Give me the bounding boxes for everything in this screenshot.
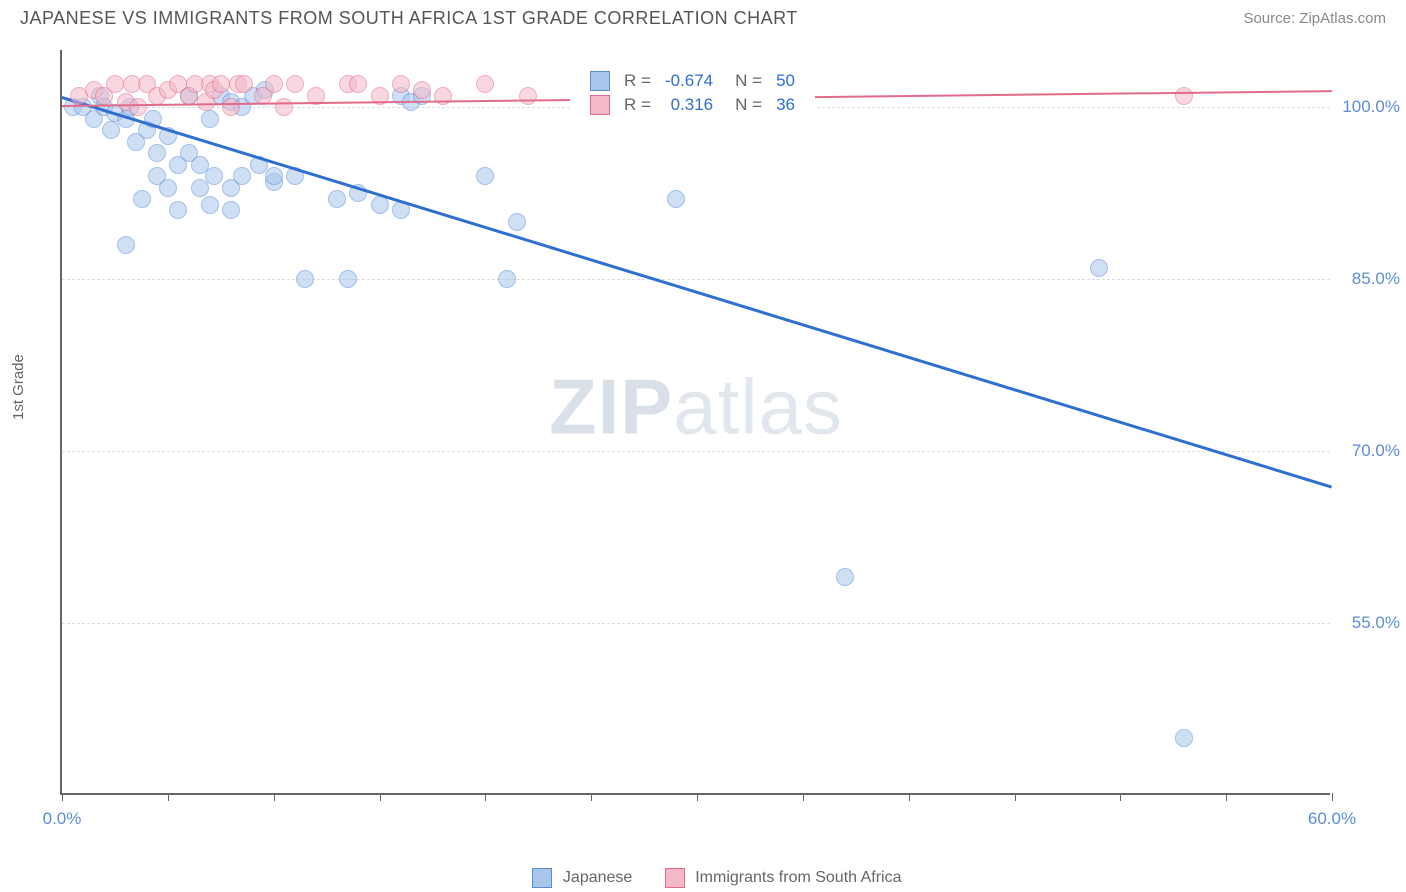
x-tick — [1226, 793, 1227, 801]
data-point — [476, 75, 494, 93]
data-point — [148, 144, 166, 162]
data-point — [133, 190, 151, 208]
x-tick — [485, 793, 486, 801]
data-point — [836, 568, 854, 586]
data-point — [1090, 259, 1108, 277]
source-label: Source: ZipAtlas.com — [1243, 10, 1386, 27]
data-point — [296, 270, 314, 288]
x-tick — [1332, 793, 1333, 801]
data-point — [275, 98, 293, 116]
y-tick-label: 85.0% — [1352, 269, 1400, 289]
data-point — [169, 201, 187, 219]
data-point — [328, 190, 346, 208]
data-point — [212, 75, 230, 93]
chart-title: JAPANESE VS IMMIGRANTS FROM SOUTH AFRICA… — [20, 8, 798, 29]
data-point — [201, 196, 219, 214]
data-point — [102, 121, 120, 139]
data-point — [265, 75, 283, 93]
x-tick — [803, 793, 804, 801]
data-point — [371, 196, 389, 214]
y-tick-label: 100.0% — [1342, 97, 1400, 117]
x-tick — [168, 793, 169, 801]
y-tick-label: 70.0% — [1352, 441, 1400, 461]
legend-label-immigrants: Immigrants from South Africa — [695, 869, 901, 886]
x-tick — [380, 793, 381, 801]
data-point — [339, 270, 357, 288]
data-point — [476, 167, 494, 185]
x-tick-label: 60.0% — [1308, 809, 1356, 829]
data-point — [205, 167, 223, 185]
data-point — [222, 98, 240, 116]
x-tick — [1120, 793, 1121, 801]
data-point — [508, 213, 526, 231]
data-point — [222, 201, 240, 219]
watermark: ZIPatlas — [549, 361, 843, 452]
data-point — [191, 179, 209, 197]
gridline — [62, 279, 1330, 280]
legend-label-japanese: Japanese — [563, 869, 632, 886]
legend-swatch-immigrants — [665, 868, 685, 888]
data-point — [106, 75, 124, 93]
data-point — [1175, 729, 1193, 747]
x-tick-label: 0.0% — [43, 809, 82, 829]
trend-line — [62, 96, 1333, 488]
data-point — [667, 190, 685, 208]
data-point — [392, 75, 410, 93]
plot-area: ZIPatlas 55.0%70.0%85.0%100.0%0.0%60.0%R… — [60, 50, 1330, 795]
data-point — [235, 75, 253, 93]
data-point — [129, 98, 147, 116]
y-tick-label: 55.0% — [1352, 613, 1400, 633]
x-tick — [274, 793, 275, 801]
data-point — [201, 110, 219, 128]
x-tick — [1015, 793, 1016, 801]
gridline — [62, 451, 1330, 452]
data-point — [233, 167, 251, 185]
data-point — [159, 179, 177, 197]
data-point — [413, 81, 431, 99]
x-tick — [909, 793, 910, 801]
y-axis-label: 1st Grade — [10, 354, 27, 420]
correlation-legend: R =-0.674N =50R =0.316N =36 — [570, 61, 815, 124]
data-point — [349, 75, 367, 93]
data-point — [1175, 87, 1193, 105]
data-point — [117, 236, 135, 254]
data-point — [265, 167, 283, 185]
data-point — [519, 87, 537, 105]
x-tick — [697, 793, 698, 801]
legend-swatch-japanese — [532, 868, 552, 888]
x-tick — [62, 793, 63, 801]
data-point — [286, 75, 304, 93]
data-point — [498, 270, 516, 288]
bottom-legend: Japanese Immigrants from South Africa — [0, 868, 1406, 888]
x-tick — [591, 793, 592, 801]
gridline — [62, 623, 1330, 624]
